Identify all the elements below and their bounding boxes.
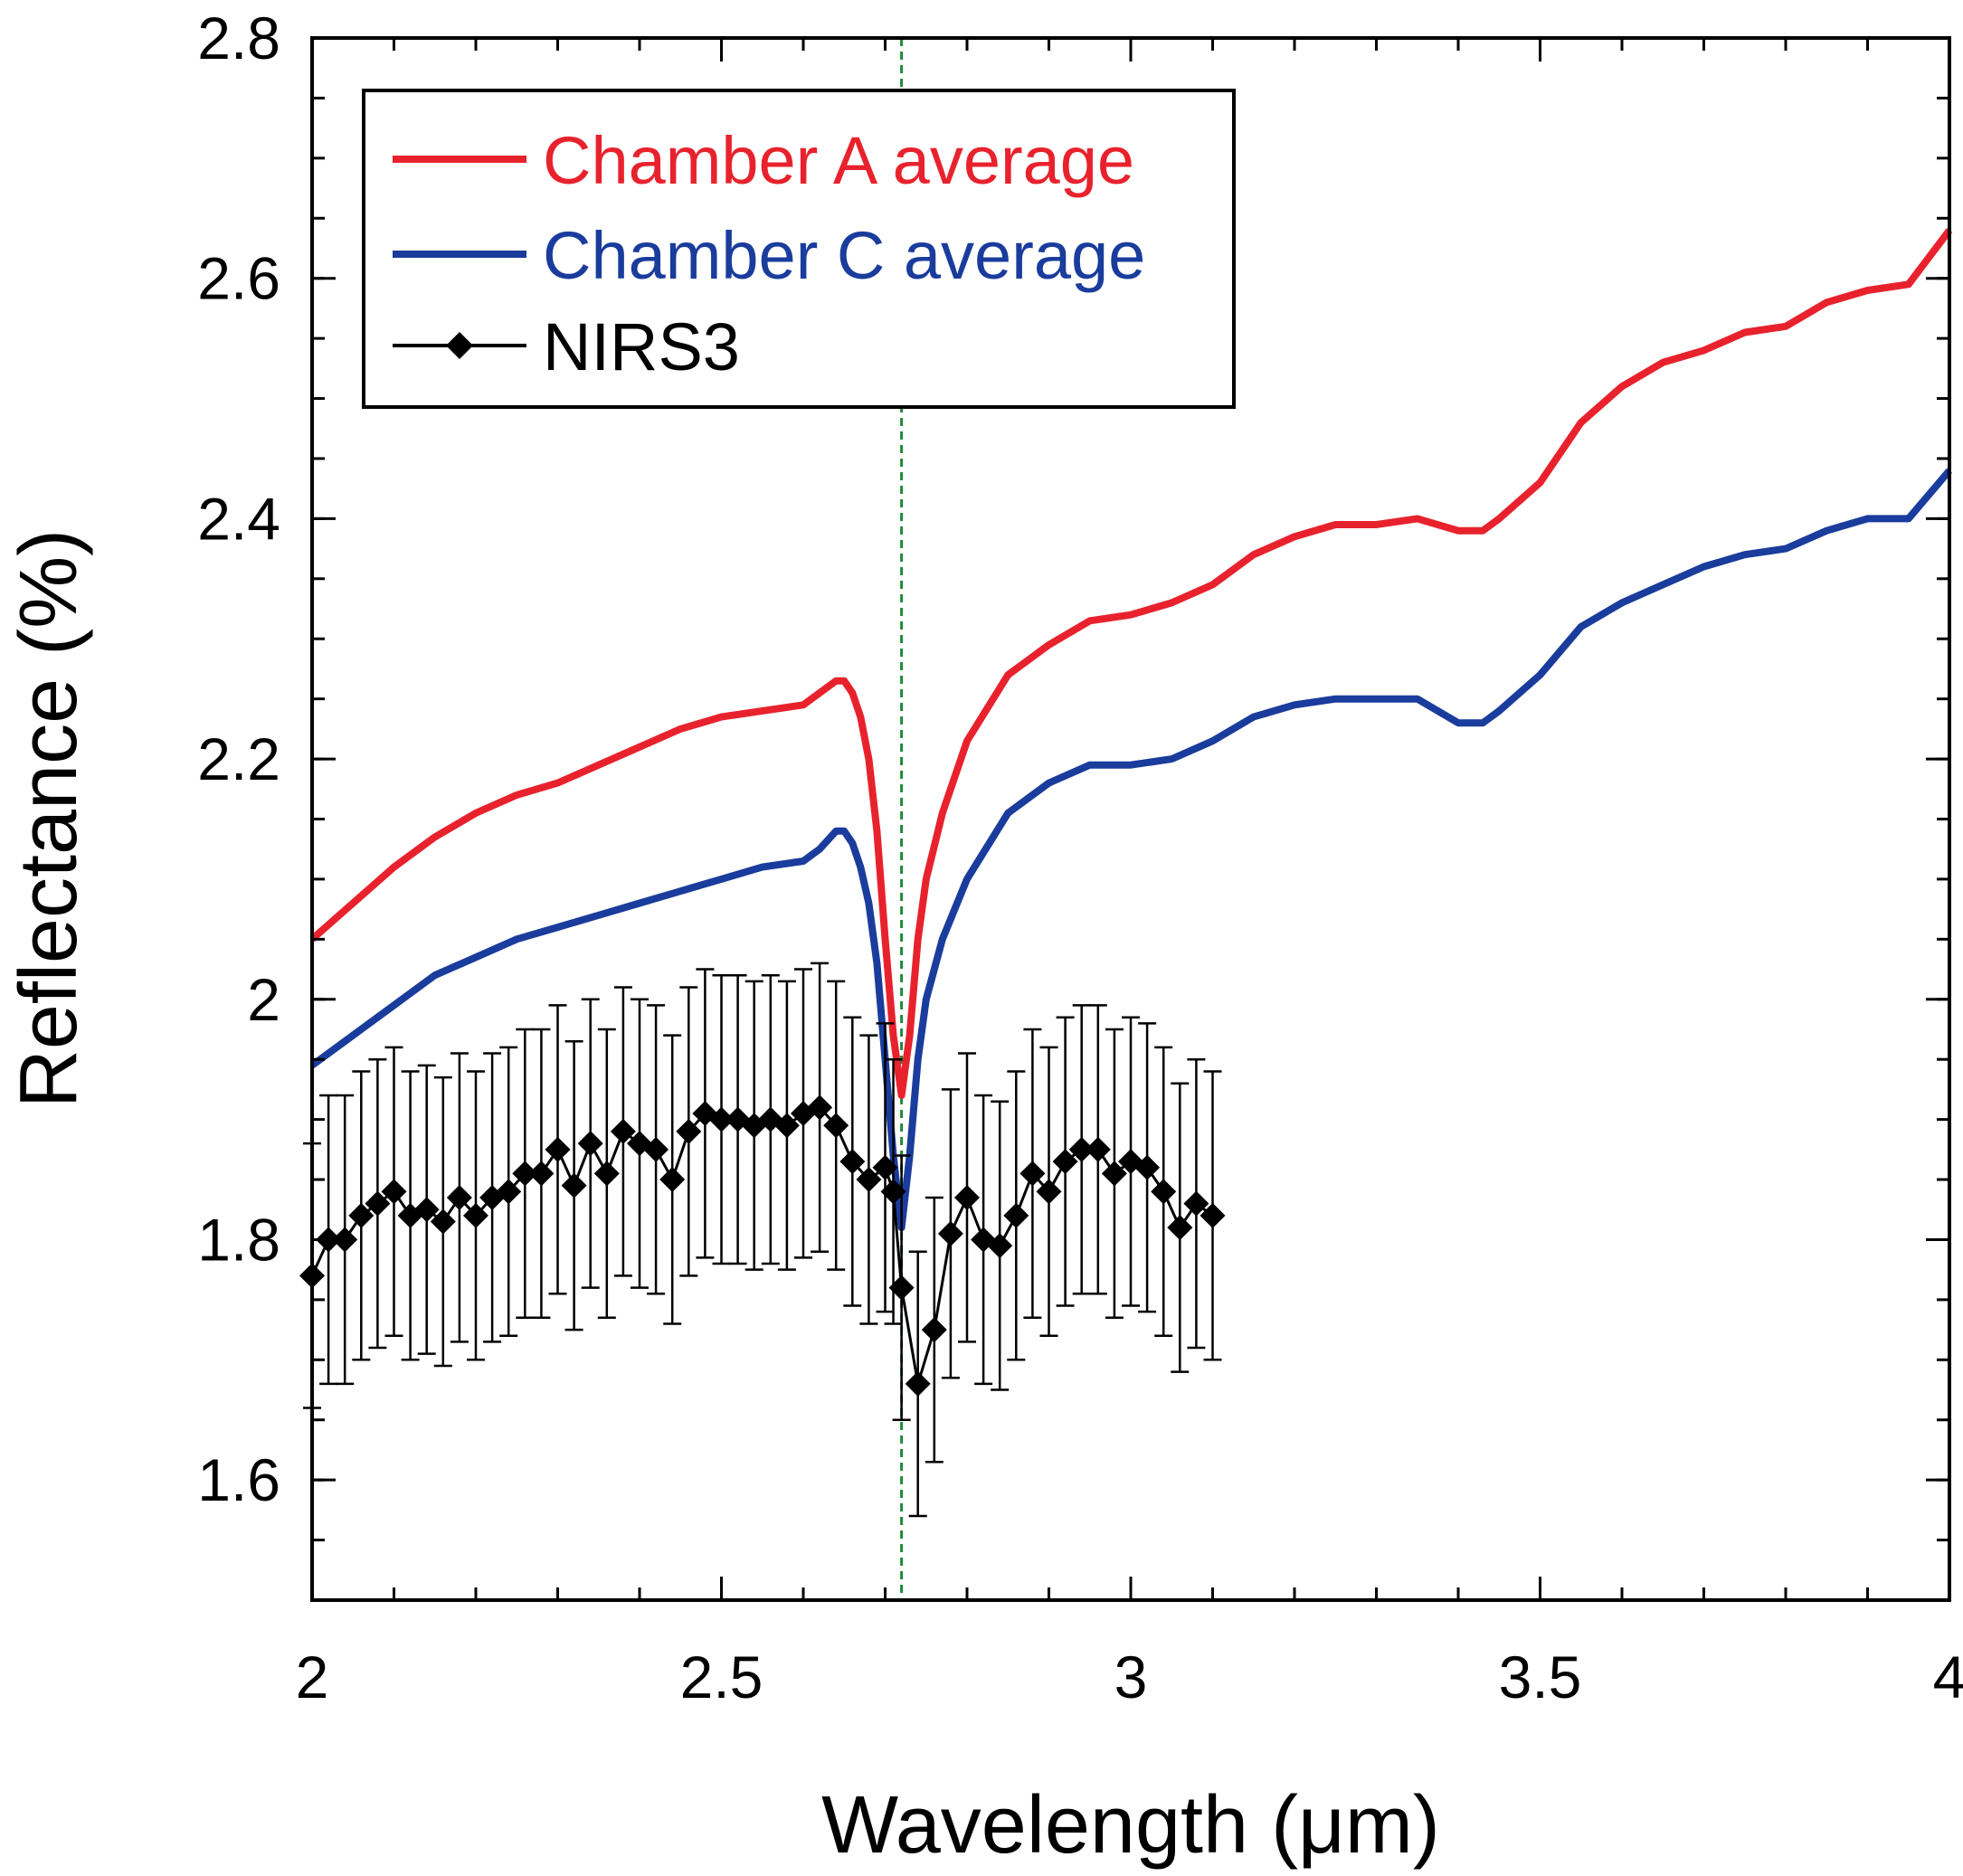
data-point-marker <box>1134 1154 1161 1180</box>
data-point-marker <box>880 1179 906 1205</box>
x-tick-label: 3.5 <box>1499 1644 1582 1710</box>
series-chamber-c-average <box>309 468 1953 1232</box>
y-tick-label: 2.2 <box>197 725 280 792</box>
data-point-marker <box>577 1131 603 1157</box>
data-point-marker <box>1167 1215 1193 1241</box>
data-point-marker <box>512 1161 538 1187</box>
x-tick-label: 4 <box>1933 1644 1963 1710</box>
data-point-marker <box>954 1184 980 1210</box>
x-tick-label: 2 <box>296 1644 329 1710</box>
legend-box <box>362 89 1236 409</box>
y-tick-label: 2 <box>247 966 280 1033</box>
data-point-marker <box>610 1118 636 1144</box>
data-point-marker <box>1052 1149 1078 1175</box>
data-point-marker <box>856 1167 882 1193</box>
y-tick-label: 1.8 <box>197 1206 280 1273</box>
data-point-marker <box>773 1113 800 1139</box>
legend-label-chamber-c: Chamber C average <box>543 218 1145 293</box>
x-axis-title: Wavelength (μm) <box>821 1780 1440 1871</box>
data-point-marker <box>708 1106 735 1132</box>
y-tick-label: 2.8 <box>197 5 280 71</box>
data-point-marker <box>365 1190 391 1217</box>
legend-label-nirs3: NIRS3 <box>543 309 740 384</box>
series-nirs3 <box>299 962 1226 1518</box>
legend: Chamber A average Chamber C average NIRS… <box>362 89 1236 409</box>
series-line <box>309 228 1953 1099</box>
data-point-marker <box>643 1136 669 1162</box>
data-point-marker <box>1003 1202 1029 1228</box>
data-point-marker <box>593 1161 620 1187</box>
data-point-marker <box>381 1179 407 1205</box>
data-point-marker <box>413 1197 440 1223</box>
data-point-marker <box>937 1220 963 1246</box>
data-point-marker <box>348 1202 375 1228</box>
data-point-marker <box>496 1179 522 1205</box>
data-point-marker <box>921 1317 947 1343</box>
data-point-marker <box>807 1094 833 1121</box>
y-tick-label: 1.6 <box>197 1446 280 1513</box>
series-layer <box>299 228 1953 1518</box>
tick-layer: 2 2.5 3 3.5 4 1.6 1.8 2 2.2 2.4 2.6 2.8 <box>197 5 1963 1710</box>
legend-label-chamber-a: Chamber A average <box>543 123 1134 198</box>
plot-area <box>299 38 1953 1600</box>
data-point-marker <box>1036 1179 1062 1205</box>
data-point-marker <box>446 1184 472 1210</box>
data-point-marker <box>823 1113 849 1139</box>
data-point-marker <box>463 1202 488 1228</box>
data-point-marker <box>545 1136 571 1162</box>
y-tick-label: 2.6 <box>197 245 280 312</box>
data-point-marker <box>905 1370 931 1397</box>
legend-marker-nirs3 <box>446 332 473 359</box>
data-point-marker <box>676 1118 702 1144</box>
x-tick-label: 3 <box>1114 1644 1148 1710</box>
y-axis-title: Reflectance (%) <box>4 529 94 1108</box>
data-point-marker <box>839 1149 866 1175</box>
data-point-marker <box>332 1227 358 1253</box>
data-point-marker <box>1183 1190 1209 1217</box>
data-point-marker <box>659 1167 686 1193</box>
data-point-marker <box>888 1274 915 1301</box>
data-point-marker <box>1200 1202 1226 1228</box>
data-point-marker <box>528 1161 555 1187</box>
data-point-marker <box>430 1208 456 1235</box>
x-tick-label: 2.5 <box>680 1644 763 1710</box>
data-point-marker <box>561 1172 587 1199</box>
data-point-marker <box>1151 1179 1177 1205</box>
y-tick-label: 2.4 <box>197 485 280 552</box>
data-point-marker <box>872 1154 898 1180</box>
data-point-marker <box>987 1233 1013 1259</box>
data-point-marker <box>1085 1136 1111 1162</box>
data-point-marker <box>1019 1161 1046 1187</box>
series-line <box>309 468 1953 1232</box>
data-point-marker <box>1101 1161 1127 1187</box>
data-point-marker <box>1068 1136 1095 1162</box>
series-chamber-a-average <box>309 228 1953 1099</box>
